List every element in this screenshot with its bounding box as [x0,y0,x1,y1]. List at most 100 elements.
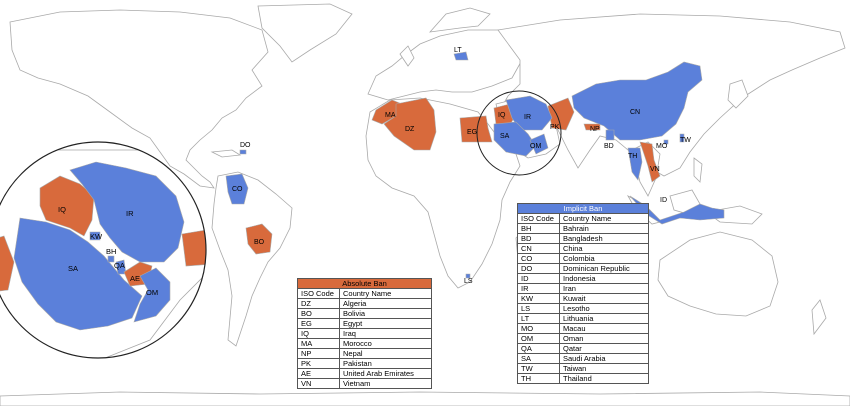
table-row: KW Kuwait [517,293,649,304]
country-name: Iran [559,283,649,294]
iso-code: LT [517,313,560,324]
country-name: Lesotho [559,303,649,314]
country-name: China [559,243,649,254]
table-row: BH Bahrain [517,223,649,234]
country-name: Morocco [339,338,432,349]
implicit-ban-title: Implicit Ban [517,203,649,214]
table-row: PK Pakistan [297,358,432,369]
iso-code: IR [517,283,560,294]
inset-iran [69,161,185,263]
map-label-cn: CN [630,109,640,116]
land-cuba [210,149,242,158]
land-africa [365,97,521,289]
map-label-sa: SA [500,133,510,140]
inset-pakistan-edge [181,229,206,267]
iso-code: BO [297,308,340,319]
inset-egypt-edge [0,235,15,293]
table-row: DZ Algeria [297,298,432,309]
middle-east-highlight-circle [476,90,562,176]
table-row: MA Morocco [297,338,432,349]
iso-code: VN [297,378,340,389]
inset-iraq [39,175,95,237]
country-name: Dominican Republic [559,263,649,274]
map-label-lt: LT [454,47,462,54]
table-row: MO Macau [517,323,649,334]
map-label-om: OM [530,143,541,150]
country-china [571,61,703,141]
table-row: LS Lesotho [517,303,649,314]
country-name: Indonesia [559,273,649,284]
map-label-bd: BD [604,143,614,150]
country-bangladesh [605,129,615,141]
map-label-ir: IR [524,114,531,121]
country-name: Thailand [559,373,649,384]
table-row: BO Bolivia [297,308,432,319]
iso-code: MA [297,338,340,349]
country-name: Kuwait [559,293,649,304]
iso-code: SA [517,353,560,364]
table-row: LT Lithuania [517,313,649,324]
iso-code: DO [517,263,560,274]
country-name: Macau [559,323,649,334]
inset-saudi-arabia [13,217,143,331]
map-label-co: CO [232,186,243,193]
inset-label-ae: AE [130,274,140,283]
map-label-ls: LS [464,278,473,285]
country-name: Vietnam [339,378,432,389]
iso-code: CO [517,253,560,264]
land-philippines [693,157,703,183]
country-indonesia [629,195,725,225]
implicit-header-name: Country Name [559,213,649,224]
iso-code: EG [297,318,340,329]
implicit-ban-countries [225,51,725,279]
table-row: ID Indonesia [517,273,649,284]
country-name: United Arab Emirates [339,368,432,379]
map-label-mo: MO [656,143,668,150]
land-japan [727,79,749,109]
inset-oman [133,267,171,323]
iso-code: AE [297,368,340,379]
inset-label-om: OM [146,288,158,297]
country-saudi-arabia [493,121,537,157]
map-labels: LT MA DZ EG IQ IR SA OM PK NP BD CN TW M… [232,47,691,285]
iso-code: ID [517,273,560,284]
country-name: Qatar [559,343,649,354]
table-row: IR Iran [517,283,649,294]
map-label-ma: MA [385,112,396,119]
table-row: QA Qatar [517,343,649,354]
country-name: Saudi Arabia [559,353,649,364]
iso-code: OM [517,333,560,344]
absolute-ban-countries [245,97,661,255]
iso-code: BD [517,233,560,244]
inset-label-iq: IQ [58,205,66,214]
iso-code: TW [517,363,560,374]
country-name: Algeria [339,298,432,309]
inset-bahrain [107,255,115,263]
map-label-tw: TW [680,137,691,144]
country-name: Bangladesh [559,233,649,244]
table-row: TH Thailand [517,373,649,384]
inset-kuwait [89,231,101,241]
table-row: CO Colombia [517,253,649,264]
country-lesotho [465,273,471,279]
absolute-ban-title: Absolute Ban [297,278,432,289]
inset-frame [0,141,207,359]
iso-code: QA [517,343,560,354]
map-label-do: DO [240,142,251,149]
country-thailand [627,147,643,181]
absolute-ban-table: Absolute Ban ISO Code Country Name DZ Alg… [297,278,432,389]
country-name: Egypt [339,318,432,329]
country-algeria [383,97,437,151]
map-label-iq: IQ [498,112,506,119]
iso-code: NP [297,348,340,359]
land-south-america [211,171,293,347]
inset-label-qa: QA [114,261,125,270]
land-north-america [9,9,269,189]
iso-code: IQ [297,328,340,339]
map-label-th: TH [628,153,637,160]
table-row: VN Vietnam [297,378,432,389]
land-greenland [257,3,353,63]
map-label-np: NP [590,126,600,133]
iso-code: DZ [297,298,340,309]
